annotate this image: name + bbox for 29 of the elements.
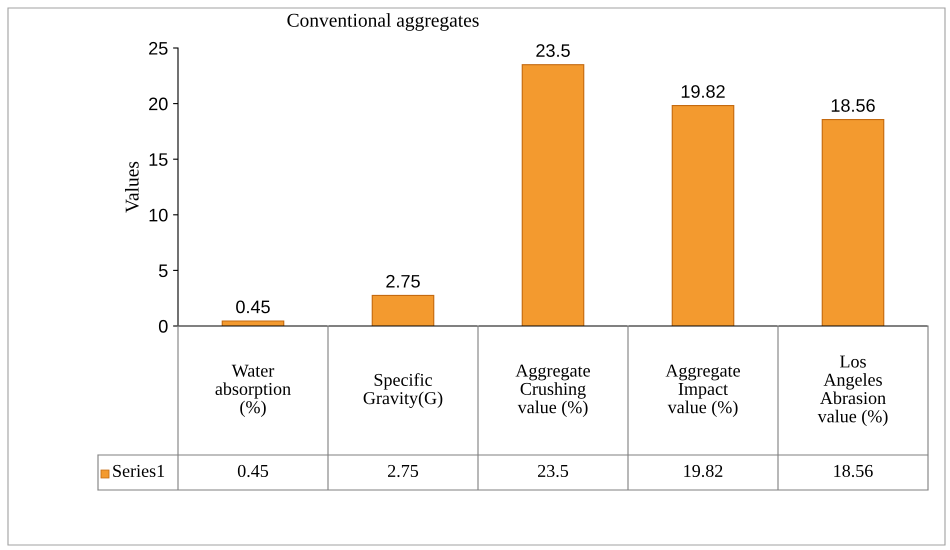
- x-tick-label: Aggregate Crushing value (%): [516, 364, 590, 417]
- x-tick-label: Aggregate Impact value (%): [666, 364, 740, 417]
- y-tick-label: 5: [158, 264, 168, 278]
- text: 19.82: [684, 464, 722, 478]
- text: 23.5: [538, 464, 568, 478]
- y-tick-label: 15: [150, 153, 168, 166]
- x-tick-label: Los Angeles Abrasion value (%): [818, 356, 888, 426]
- y-tick-label: 25: [149, 42, 168, 55]
- text: 2.75: [388, 464, 418, 478]
- text: 18.56: [834, 464, 873, 478]
- y-tick-label: 20: [149, 98, 168, 110]
- x-tick-label: Water absorption (%): [216, 364, 291, 417]
- x-tick-label: Specific Gravity(G): [364, 373, 442, 408]
- bar: [822, 119, 884, 326]
- y-axis-title: Values: [125, 162, 139, 213]
- bar: [222, 320, 284, 326]
- data-label: 0.45: [236, 300, 270, 314]
- y-tick-label: 10: [150, 208, 168, 222]
- legend-label: Series1: [113, 464, 164, 478]
- data-label: 18.56: [832, 99, 875, 112]
- text: 0.45: [238, 464, 268, 478]
- bar: [672, 105, 734, 326]
- bar: [522, 64, 584, 326]
- data-label: 2.75: [386, 274, 420, 288]
- data-label: 23.5: [536, 44, 570, 57]
- y-tick-label: 0: [158, 320, 168, 333]
- chart-title: Conventional aggregates: [287, 13, 479, 31]
- data-label: 19.82: [682, 85, 725, 98]
- bar: [372, 294, 434, 326]
